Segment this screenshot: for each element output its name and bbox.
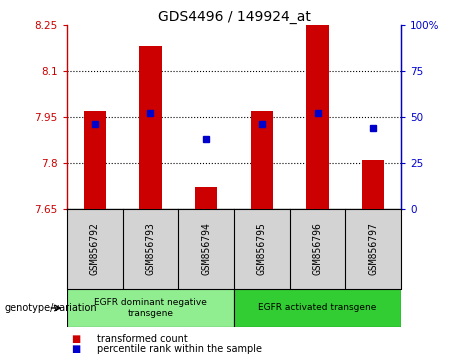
Bar: [251, 111, 273, 209]
Bar: [67, 209, 123, 289]
Text: percentile rank within the sample: percentile rank within the sample: [97, 344, 262, 354]
Text: GSM856797: GSM856797: [368, 222, 378, 275]
Bar: [307, 25, 329, 209]
Text: transformed count: transformed count: [97, 334, 188, 344]
Text: EGFR dominant negative
transgene: EGFR dominant negative transgene: [94, 298, 207, 318]
Bar: [178, 209, 234, 289]
Text: GSM856794: GSM856794: [201, 222, 211, 275]
Title: GDS4496 / 149924_at: GDS4496 / 149924_at: [158, 10, 310, 24]
Text: ■: ■: [71, 334, 81, 344]
Bar: [345, 209, 401, 289]
Bar: [195, 187, 217, 209]
Text: GSM856795: GSM856795: [257, 222, 267, 275]
Bar: [362, 160, 384, 209]
Bar: [67, 289, 234, 327]
Text: GSM856796: GSM856796: [313, 222, 323, 275]
Bar: [123, 209, 178, 289]
Bar: [290, 209, 345, 289]
Bar: [83, 111, 106, 209]
Bar: [234, 209, 290, 289]
Text: GSM856792: GSM856792: [90, 222, 100, 275]
Text: EGFR activated transgene: EGFR activated transgene: [258, 303, 377, 313]
Text: GSM856793: GSM856793: [145, 222, 155, 275]
Text: ■: ■: [71, 344, 81, 354]
Bar: [234, 289, 401, 327]
Text: genotype/variation: genotype/variation: [5, 303, 97, 313]
Bar: [139, 46, 161, 209]
